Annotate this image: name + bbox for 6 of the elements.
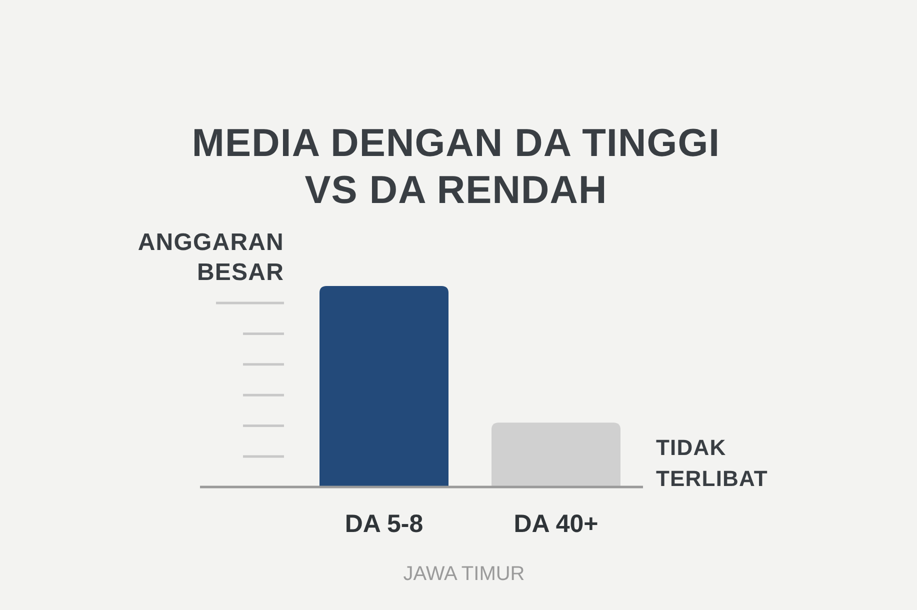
chart-title: MEDIA DENGAN DA TINGGI VS DA RENDAH	[192, 122, 720, 212]
x-tick-label: DA 40+	[514, 510, 598, 538]
y-axis-title: ANGGARAN BESAR	[138, 229, 284, 286]
x-axis-title: JAWA TIMUR	[403, 563, 525, 585]
text: TIDAK TERLIBAT	[656, 435, 768, 491]
x-tick-label: DA 5-8	[344, 510, 424, 538]
